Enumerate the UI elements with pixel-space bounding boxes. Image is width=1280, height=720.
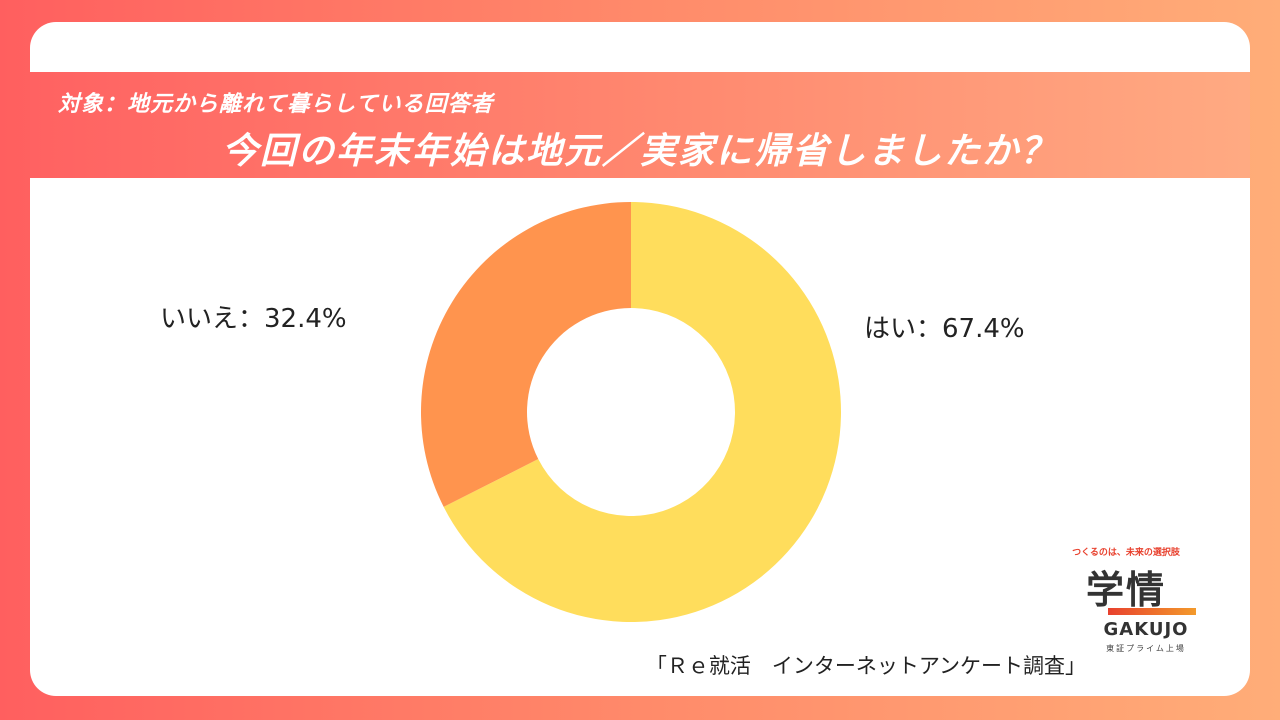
slice-label-yes: はい：67.4% bbox=[864, 314, 1025, 344]
source-note: 「Ｒｅ就活 インターネットアンケート調査」 bbox=[645, 654, 1086, 678]
logo-tagline: つくるのは、未来の選択肢 bbox=[1072, 548, 1180, 558]
slice-label-no: いいえ：32.4% bbox=[160, 304, 347, 334]
chart-subtitle: 対象：地元から離れて暮らしている回答者 bbox=[58, 92, 494, 117]
logo-bar bbox=[1108, 608, 1196, 615]
slice-no bbox=[421, 202, 631, 507]
donut-chart bbox=[421, 202, 842, 622]
logo-brand: GAKUJO bbox=[1103, 619, 1189, 640]
header-banner: 対象：地元から離れて暮らしている回答者 今回の年末年始は地元／実家に帰省しました… bbox=[30, 72, 1250, 178]
gakujo-logo: つくるのは、未来の選択肢 学情 GAKUJO 東証プライム上場 bbox=[1056, 545, 1196, 675]
logo-market: 東証プライム上場 bbox=[1106, 644, 1186, 653]
logo-mark: 学情 bbox=[1085, 568, 1166, 612]
slice-yes bbox=[443, 202, 842, 622]
chart-title: 今回の年末年始は地元／実家に帰省しましたか？ bbox=[221, 131, 1058, 172]
card: 対象：地元から離れて暮らしている回答者 今回の年末年始は地元／実家に帰省しました… bbox=[30, 22, 1250, 696]
